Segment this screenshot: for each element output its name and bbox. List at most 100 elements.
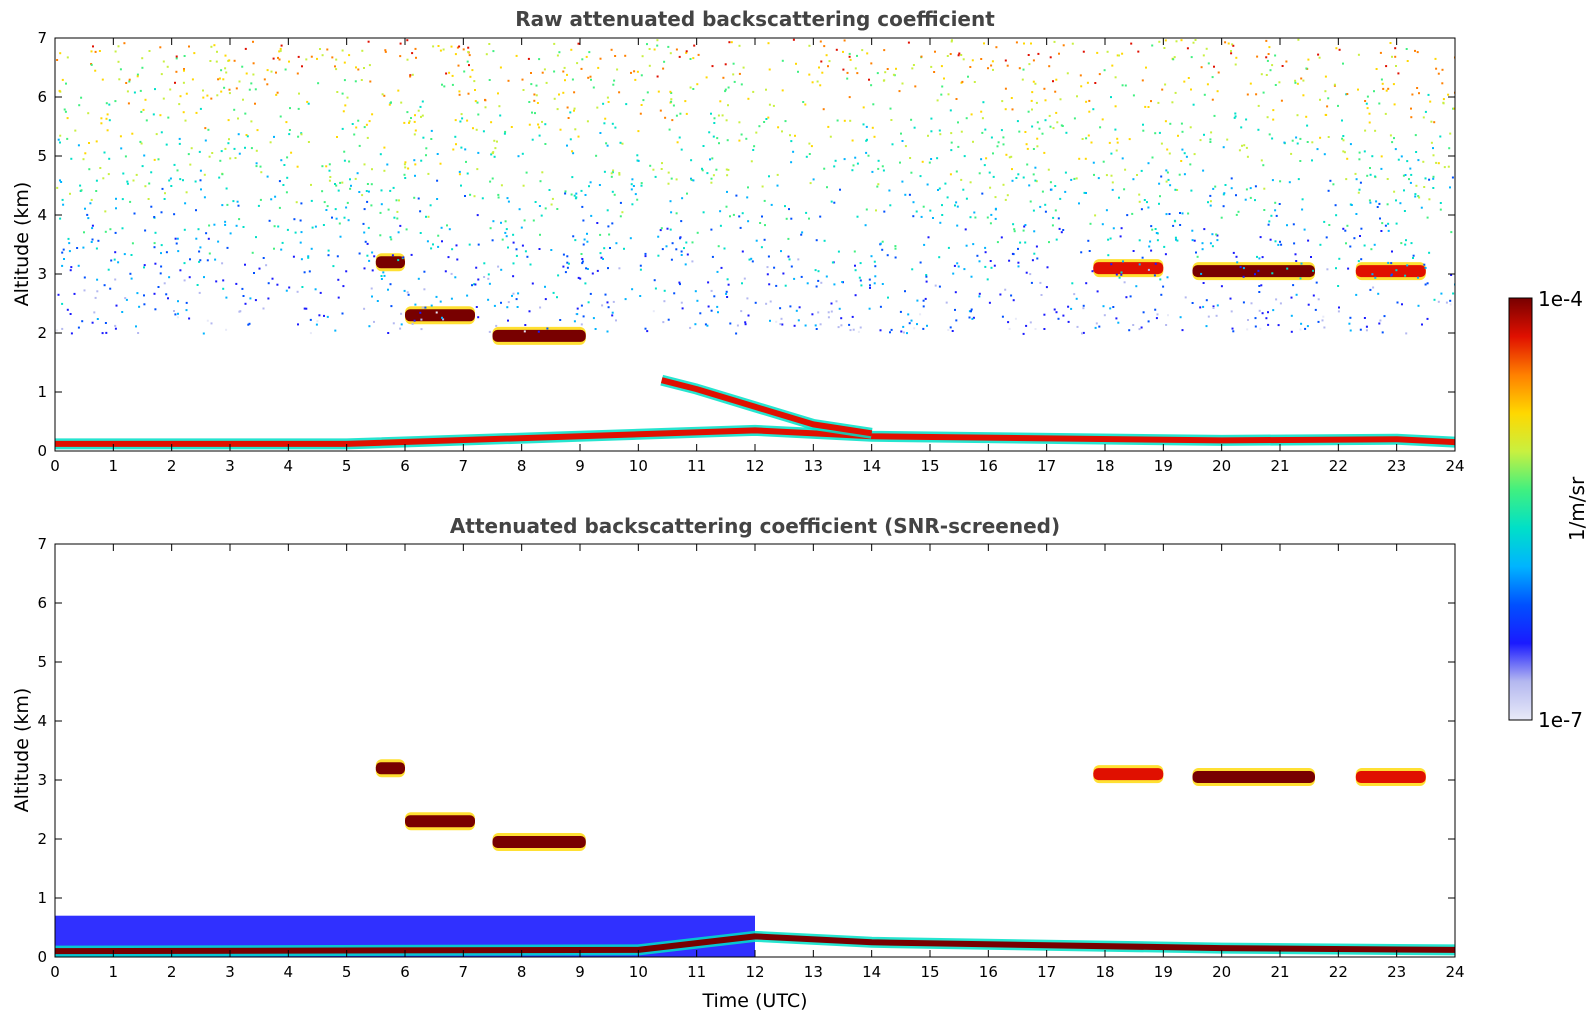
- heatmap-noise-region-speck: [328, 169, 331, 172]
- heatmap-noise-region-speck: [1260, 284, 1263, 287]
- heatmap-noise-region-speck: [296, 72, 299, 75]
- heatmap-noise-region-speck: [417, 277, 420, 280]
- heatmap-noise-region-speck: [512, 241, 515, 244]
- heatmap-noise-region-speck: [662, 321, 665, 324]
- heatmap-noise-region-speck: [1359, 328, 1362, 331]
- heatmap-noise-region-speck: [266, 69, 269, 72]
- heatmap-noise-region-speck: [1421, 323, 1423, 326]
- heatmap-noise-region-speck: [1396, 301, 1399, 304]
- heatmap-noise-region-speck: [856, 72, 859, 75]
- heatmap-noise-region-speck: [963, 268, 966, 271]
- heatmap-noise-region-speck: [1146, 201, 1148, 204]
- heatmap-noise-region-speck: [189, 258, 191, 261]
- heatmap-noise-region-speck: [59, 134, 62, 137]
- heatmap-noise-region-speck: [717, 114, 720, 117]
- heatmap-noise-region-speck: [318, 314, 321, 317]
- heatmap-noise-region-speck: [1207, 201, 1209, 204]
- heatmap-noise-region-speck: [726, 296, 729, 298]
- heatmap-noise-region-speck: [126, 90, 129, 93]
- heatmap-noise-region-speck: [242, 295, 245, 297]
- heatmap-noise-region-speck: [1036, 145, 1039, 148]
- heatmap-noise-region-speck: [1428, 178, 1431, 181]
- heatmap-noise-region-speck: [169, 88, 172, 91]
- heatmap-noise-region-speck: [599, 132, 602, 134]
- heatmap-noise-region-speck: [1363, 150, 1366, 153]
- heatmap-noise-region-speck: [1211, 76, 1214, 79]
- heatmap-noise-region-speck: [1279, 240, 1281, 243]
- heatmap-noise-region-speck: [196, 284, 199, 286]
- heatmap-noise-region-speck: [701, 169, 704, 172]
- heatmap-noise-region-speck: [551, 197, 554, 200]
- heatmap-noise-region-speck: [373, 255, 376, 258]
- heatmap-noise-region-speck: [1440, 292, 1443, 295]
- heatmap-noise-region-speck: [611, 222, 614, 225]
- heatmap-noise-region-speck: [288, 60, 290, 63]
- y-tick-label: 7: [37, 29, 47, 47]
- heatmap-noise-region-speck: [980, 58, 983, 60]
- heatmap-noise-region-speck: [254, 88, 257, 91]
- heatmap-noise-region-speck: [781, 323, 784, 326]
- heatmap-noise-region-speck: [1359, 235, 1361, 237]
- heatmap-noise-region-speck: [663, 289, 666, 292]
- heatmap-noise-region-speck: [80, 96, 83, 99]
- heatmap-noise-region-speck: [1405, 332, 1408, 335]
- heatmap-noise-region-speck: [800, 233, 803, 236]
- heatmap-noise-region-speck: [869, 284, 871, 287]
- heatmap-noise-region-speck: [1272, 109, 1275, 112]
- heatmap-noise-region-speck: [689, 58, 692, 60]
- heatmap-noise-region-speck: [1291, 139, 1294, 142]
- heatmap-noise-region-speck: [1138, 328, 1141, 331]
- heatmap-noise-region-speck: [400, 312, 403, 315]
- heatmap-noise-region-speck: [370, 183, 373, 186]
- heatmap-noise-region-speck: [816, 80, 819, 83]
- heatmap-noise-region-speck: [406, 39, 409, 42]
- heatmap-noise-region-speck: [569, 138, 572, 141]
- heatmap-noise-region-speck: [423, 270, 426, 273]
- heatmap-noise-region-speck: [949, 53, 952, 55]
- heatmap-noise-region-speck: [729, 322, 732, 325]
- heatmap-noise-region-speck: [732, 62, 735, 65]
- heatmap-noise-region-speck: [414, 114, 416, 117]
- heatmap-noise-region-speck: [1286, 267, 1289, 270]
- heatmap-noise-region-speck: [343, 150, 346, 153]
- heatmap-noise-region-speck: [580, 189, 583, 192]
- heatmap-noise-region-speck: [984, 265, 987, 268]
- heatmap-noise-region-speck: [361, 49, 364, 52]
- heatmap-noise-region-speck: [983, 164, 986, 167]
- heatmap-noise-region-speck: [1432, 177, 1435, 180]
- heatmap-noise-region-speck: [925, 280, 928, 283]
- heatmap-noise-region-speck: [108, 103, 111, 106]
- heatmap-noise-region-speck: [1406, 60, 1409, 62]
- heatmap-noise-region-speck: [1116, 54, 1119, 57]
- heatmap-noise-region-speck: [710, 177, 713, 180]
- heatmap-noise-region-speck: [1357, 191, 1360, 194]
- heatmap-noise-region-speck: [1417, 195, 1420, 198]
- heatmap-noise-region-speck: [78, 104, 81, 107]
- heatmap-noise-region-speck: [1029, 321, 1032, 324]
- heatmap-noise-region-speck: [458, 93, 461, 96]
- heatmap-noise-region-speck: [468, 243, 471, 246]
- heatmap-noise-region-speck: [869, 286, 871, 289]
- heatmap-noise-region-speck: [488, 282, 491, 285]
- heatmap-noise-region-speck: [854, 269, 857, 272]
- heatmap-noise-region-speck: [1135, 285, 1138, 288]
- heatmap-noise-region-speck: [1099, 126, 1102, 129]
- heatmap-noise-region-speck: [746, 297, 749, 300]
- heatmap-noise-region-speck: [1387, 261, 1390, 264]
- heatmap-noise-region-speck: [203, 276, 205, 279]
- heatmap-noise-region-speck: [526, 255, 529, 258]
- heatmap-noise-region-speck: [908, 193, 911, 196]
- heatmap-noise-region-speck: [1145, 66, 1147, 69]
- heatmap-noise-region-speck: [606, 144, 609, 147]
- heatmap-noise-region-speck: [278, 180, 281, 183]
- heatmap-noise-region-speck: [379, 211, 382, 214]
- heatmap-noise-region-speck: [323, 201, 326, 204]
- heatmap-noise-region-speck: [419, 105, 422, 108]
- heatmap-noise-region-speck: [680, 301, 683, 304]
- heatmap-noise-region-speck: [1096, 51, 1099, 54]
- heatmap-noise-region-speck: [1360, 258, 1363, 261]
- heatmap-noise-region-speck: [956, 224, 959, 227]
- heatmap-noise-region-speck: [657, 235, 660, 238]
- heatmap-noise-region-speck: [234, 157, 237, 159]
- heatmap-noise-region-speck: [159, 46, 162, 49]
